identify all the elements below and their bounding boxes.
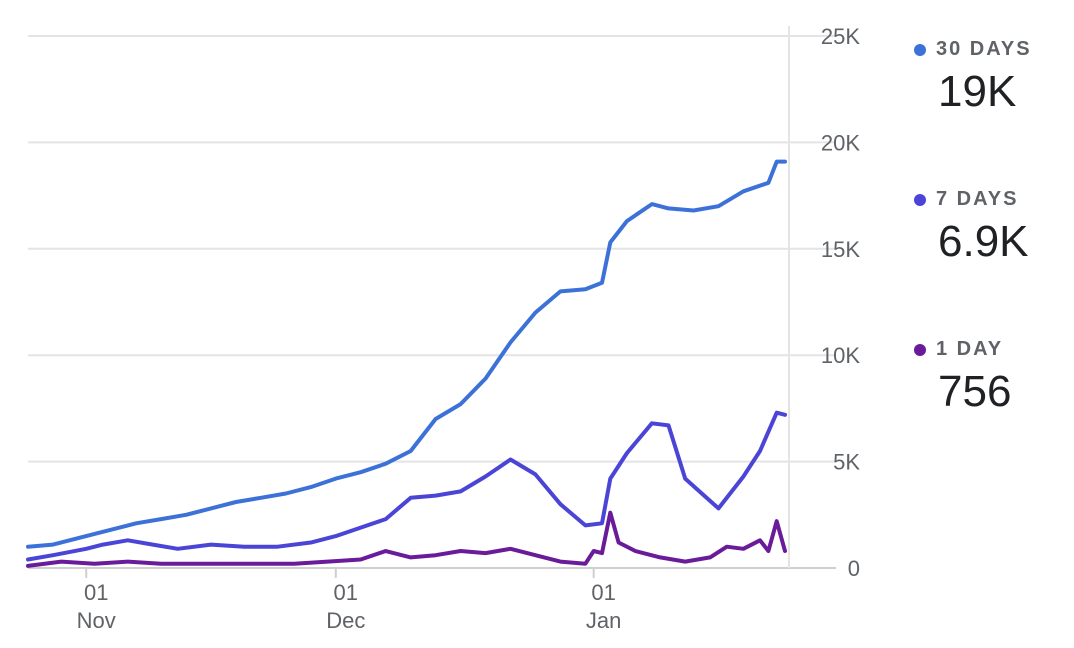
legend-dot-1-day [914, 343, 926, 356]
legend-dot-30-days [914, 43, 926, 56]
series-line-30-days [26, 159, 787, 549]
x-tick-day: 01 [334, 580, 358, 605]
x-tick-month: Jan [586, 608, 621, 633]
y-tick-label: 10K [821, 343, 860, 368]
series-line-1-day [26, 510, 787, 568]
legend-dot-7-days [914, 193, 926, 206]
legend-item-1-day: 1 DAY 756 [914, 338, 1011, 417]
y-tick-label: 25K [821, 24, 860, 49]
x-tick-month: Nov [77, 608, 116, 633]
x-tick-month: Dec [326, 608, 365, 633]
y-tick-label: 20K [821, 130, 860, 155]
legend-value-7-days: 6.9K [938, 217, 1029, 266]
y-axis-ticks: 0 5K 10K 15K 20K 25K [821, 24, 860, 581]
series-line-7-days [26, 410, 787, 562]
legend-value-30-days: 19K [938, 67, 1017, 116]
legend-value-1-day: 756 [938, 367, 1012, 416]
x-tick-day: 01 [84, 580, 108, 605]
y-tick-label: 0 [848, 556, 860, 581]
y-tick-label: 15K [821, 237, 860, 262]
x-axis-ticks: 01 Nov 01 Dec 01 Jan [77, 568, 621, 633]
legend-label-30-days: 30 DAYS [936, 38, 1032, 60]
legend-item-7-days: 7 DAYS 6.9K [914, 188, 1029, 267]
x-tick-day: 01 [591, 580, 615, 605]
legend-item-30-days: 30 DAYS 19K [914, 38, 1032, 117]
gridlines [28, 26, 836, 569]
legend-label-1-day: 1 DAY [936, 338, 1004, 360]
legend-label-7-days: 7 DAYS [936, 188, 1019, 210]
series-lines [26, 159, 787, 568]
y-tick-label: 5K [833, 450, 860, 475]
